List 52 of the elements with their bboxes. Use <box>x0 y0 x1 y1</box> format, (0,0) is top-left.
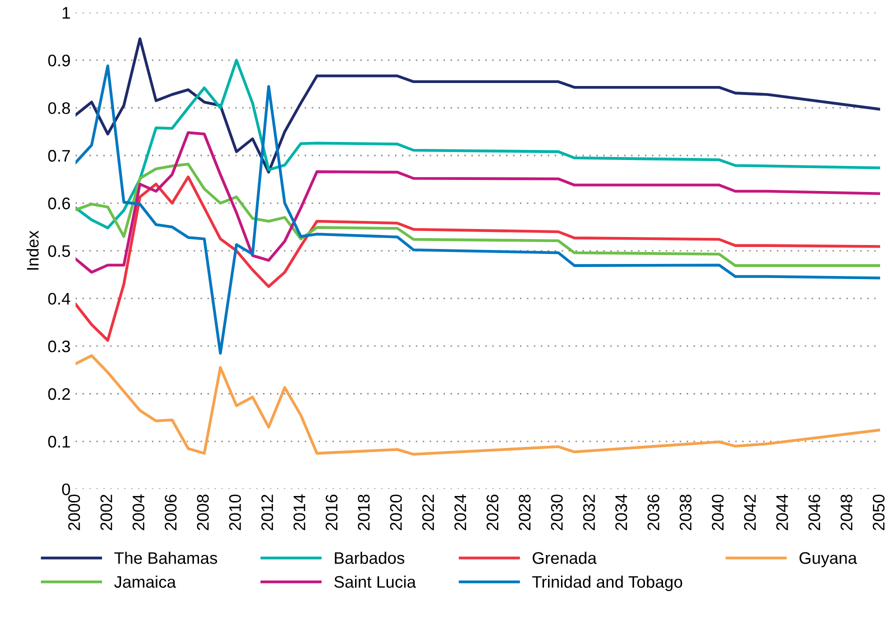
line-series <box>76 176 880 342</box>
legend-label: Grenada <box>532 552 597 564</box>
legend-label: Saint Lucia <box>334 576 416 588</box>
x-tick-label: 2026 <box>486 494 498 530</box>
x-tick-label: 2002 <box>100 494 112 530</box>
legend-label: Barbados <box>334 552 404 564</box>
x-tick-label: 2030 <box>550 494 563 530</box>
x-tick-label: 2006 <box>164 494 177 530</box>
y-tick-label: 0.2 <box>48 388 70 400</box>
x-tick-label: 2020 <box>390 494 402 530</box>
y-tick-label: 0.4 <box>48 292 70 305</box>
line-series <box>76 131 880 274</box>
x-tick-label: 2010 <box>229 494 241 530</box>
line-series <box>76 37 880 174</box>
y-tick-label: 1 <box>62 7 70 19</box>
x-tick-label: 2044 <box>776 494 788 530</box>
x-tick-label: 2048 <box>840 494 852 530</box>
legend-label: Jamaica <box>114 576 176 588</box>
x-tick-label: 2000 <box>68 494 80 530</box>
y-tick-label: 0.6 <box>48 198 70 210</box>
y-tick-label: 0.8 <box>48 102 70 114</box>
y-tick-label: 0.5 <box>48 245 70 258</box>
y-axis-title: Index <box>26 230 39 270</box>
x-tick-label: 2004 <box>132 494 144 530</box>
line-series <box>76 354 880 456</box>
x-tick-label: 2008 <box>196 494 209 530</box>
line-series <box>76 58 880 230</box>
line-series <box>76 64 880 355</box>
x-tick-label: 2014 <box>294 494 306 530</box>
legend-label: Trinidad and Tobago <box>532 576 682 592</box>
x-tick-label: 2018 <box>358 494 370 530</box>
line-series <box>76 162 880 267</box>
y-tick-label: 0 <box>62 483 70 496</box>
x-tick-label: 2040 <box>712 494 724 530</box>
y-tick-label: 0.7 <box>48 150 70 162</box>
x-tick-label: 2036 <box>648 494 660 530</box>
x-tick-label: 2024 <box>454 494 466 530</box>
legend-label: The Bahamas <box>114 552 218 564</box>
x-tick-label: 2038 <box>680 494 692 530</box>
x-tick-label: 2046 <box>808 494 820 530</box>
x-tick-label: 2034 <box>615 494 628 530</box>
x-tick-label: 2032 <box>583 494 595 530</box>
y-tick-label: 0.3 <box>48 340 70 352</box>
x-tick-label: 2022 <box>422 494 434 530</box>
x-tick-label: 2016 <box>326 494 338 530</box>
x-tick-label: 2050 <box>872 494 885 530</box>
x-tick-label: 2012 <box>261 494 274 530</box>
legend-label: Guyana <box>800 552 858 568</box>
y-tick-label: 0.9 <box>48 54 70 66</box>
x-tick-label: 2028 <box>518 494 531 530</box>
y-tick-label: 0.1 <box>48 436 70 448</box>
x-tick-label: 2042 <box>744 494 756 530</box>
